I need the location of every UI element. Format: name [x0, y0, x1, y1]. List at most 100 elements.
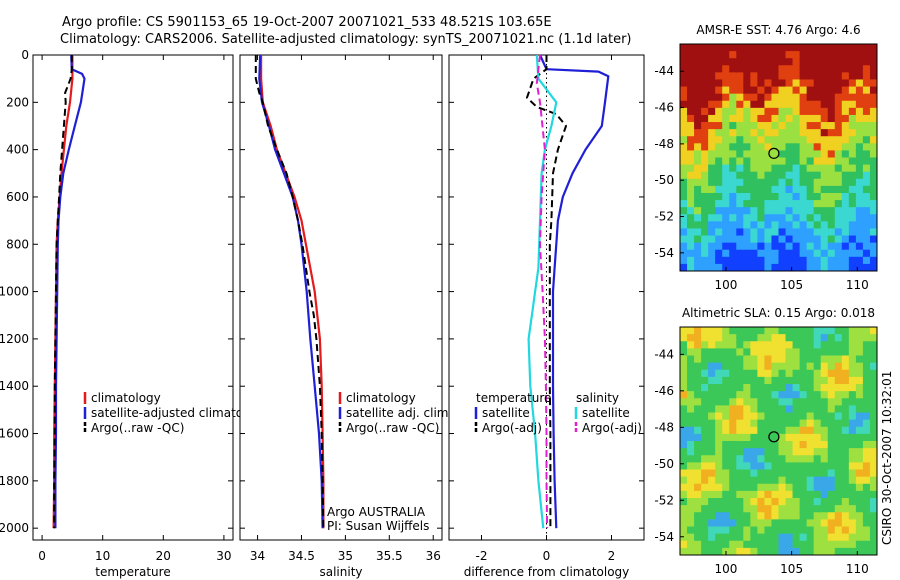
altimetric-sla-cell	[827, 398, 836, 406]
temperature-legend-entry: Argo(..raw -QC)	[91, 421, 184, 435]
altimetric-sla-cell	[792, 419, 801, 428]
altimetric-sla-cell	[827, 341, 836, 349]
amsre-sst-cell	[736, 192, 744, 201]
altimetric-sla-cell	[757, 533, 766, 542]
altimetric-sla-cell	[764, 533, 773, 542]
altimetric-sla-cell	[869, 327, 877, 335]
amsre-sst-cell	[750, 51, 758, 59]
altimetric-sla-cell	[708, 426, 716, 435]
altimetric-sla-cell	[820, 369, 829, 378]
amsre-sst-cell	[694, 86, 702, 95]
amsre-sst-cell	[701, 107, 709, 116]
altimetric-sla-cell	[743, 348, 751, 357]
altimetric-sla-cell	[827, 433, 836, 442]
amsre-sst-cell	[715, 242, 723, 251]
altimetric-sla-cell	[862, 547, 871, 555]
amsre-sst-cell	[750, 256, 758, 265]
altimetric-sla-cell	[862, 512, 871, 520]
amsre-sst-cell	[792, 249, 801, 258]
amsre-sst-cell	[680, 256, 688, 265]
amsre-sst-cell	[799, 122, 808, 130]
amsre-sst-cell	[827, 51, 836, 59]
figure-title-line1: Argo profile: CS 5901153_65 19-Oct-2007 …	[62, 15, 552, 30]
amsre-sst-cell	[701, 235, 709, 244]
altimetric-sla-cell	[813, 448, 822, 456]
amsre-sst-cell	[855, 228, 864, 237]
altimetric-sla-cell	[827, 455, 836, 463]
amsre-sst-cell	[743, 143, 751, 151]
altimetric-sla-cell	[813, 369, 822, 378]
amsre-sst-cell	[785, 143, 794, 151]
amsre-sst-cell	[848, 164, 857, 173]
altimetric-sla-cell	[820, 490, 829, 499]
amsre-sst-cell	[722, 114, 730, 123]
amsre-sst-cell	[785, 207, 794, 215]
amsre-sst-cell	[722, 51, 730, 59]
altimetric-sla-cell	[694, 355, 702, 364]
altimetric-sla-cell	[834, 519, 843, 528]
amsre-sst-cell	[687, 263, 695, 271]
amsre-sst-cell	[750, 79, 758, 88]
amsre-sst-cell	[848, 249, 857, 258]
altimetric-sla-cell	[722, 355, 730, 364]
altimetric-sla-cell	[729, 469, 737, 478]
altimetric-sla-cell	[834, 334, 843, 342]
altimetric-sla-cell	[827, 476, 836, 485]
amsre-sst-cell	[743, 256, 751, 265]
amsre-sst-cell	[729, 242, 737, 251]
amsre-sst-cell	[820, 93, 829, 102]
altimetric-sla-cell	[764, 405, 773, 414]
amsre-sst-cell	[813, 171, 822, 180]
amsre-sst-cell	[771, 100, 780, 109]
altimetric-sla-cell	[848, 526, 857, 535]
amsre-sst-cell	[701, 150, 709, 159]
amsre-sst-cell	[708, 207, 716, 215]
amsre-sst-cell	[869, 178, 877, 187]
altimetric-sla-cell	[799, 391, 808, 399]
altimetric-sla-cell	[694, 341, 702, 349]
altimetric-sla-cell	[722, 398, 730, 406]
amsre-sst-cell	[841, 79, 850, 88]
amsre-sst-cell	[750, 221, 758, 230]
altimetric-sla-cell	[820, 348, 829, 357]
altimetric-sla-cell	[750, 376, 758, 385]
amsre-sst-cell	[785, 214, 794, 222]
amsre-sst-cell	[694, 235, 702, 244]
altimetric-sla-cell	[806, 348, 815, 357]
amsre-sst-cell	[827, 207, 836, 215]
amsre-sst-cell	[764, 58, 773, 66]
altimetric-sla-cell	[743, 334, 751, 342]
altimetric-sla-cell	[722, 433, 730, 442]
altimetric-sla-cell	[687, 348, 695, 357]
altimetric-sla-cell	[848, 362, 857, 371]
temperature-series-1	[54, 54, 86, 529]
altimetric-sla-cell	[764, 334, 773, 342]
amsre-sst-cell	[806, 214, 815, 222]
difference-xlabel: difference from climatology	[464, 565, 630, 579]
altimetric-sla-cell	[848, 433, 857, 442]
altimetric-sla-cell	[848, 355, 857, 364]
altimetric-sla-cell	[834, 448, 843, 456]
altimetric-sla-cell	[736, 512, 744, 520]
altimetric-sla-cell	[764, 412, 773, 421]
amsre-sst-cell	[827, 143, 836, 151]
amsre-sst-cell	[708, 100, 716, 109]
amsre-sst-cell	[715, 228, 723, 237]
altimetric-sla-cell	[722, 540, 730, 549]
amsre-sst-cell	[750, 164, 758, 173]
altimetric-sla-cell	[806, 512, 815, 520]
amsre-sst-cell	[799, 164, 808, 173]
altimetric-sla-cell	[869, 419, 877, 428]
altimetric-sla-cell	[771, 384, 780, 392]
amsre-sst-cell	[729, 171, 737, 180]
altimetric-sla-cell	[708, 362, 716, 371]
amsre-sst-cell	[785, 185, 794, 194]
amsre-sst-cell	[743, 157, 751, 166]
altimetric-sla-cell	[820, 498, 829, 506]
altimetric-sla-cell	[701, 526, 709, 535]
amsre-sst-cell	[834, 136, 843, 144]
altimetric-sla-cell	[827, 327, 836, 335]
altimetric-sla-cell	[820, 412, 829, 421]
altimetric-sla-cell	[806, 547, 815, 555]
altimetric-sla-cell	[715, 412, 723, 421]
